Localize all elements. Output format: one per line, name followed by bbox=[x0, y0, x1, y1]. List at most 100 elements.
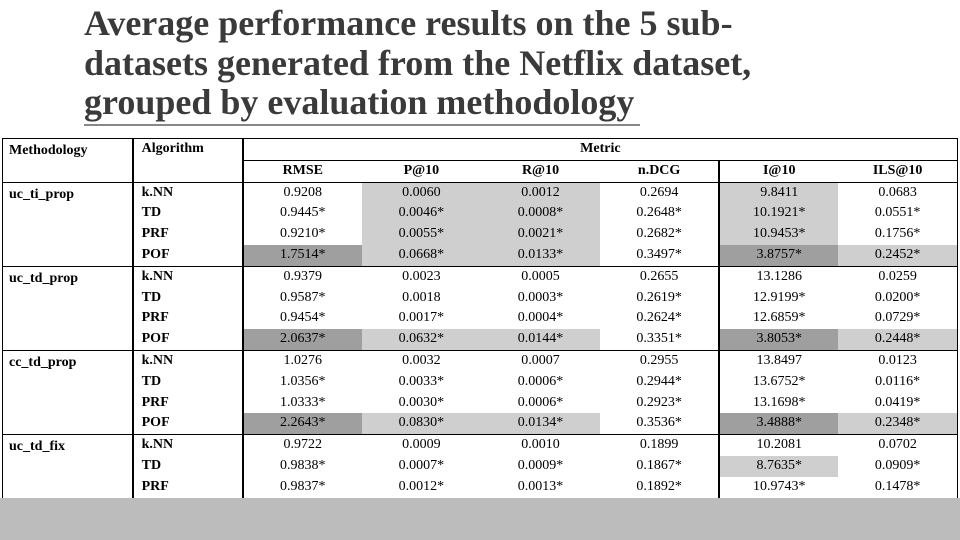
metric-cell: 0.3536* bbox=[600, 413, 719, 434]
metric-cell: 0.1867* bbox=[600, 456, 719, 477]
metric-cell: 10.9743* bbox=[719, 477, 838, 498]
metric-cell: 0.0055* bbox=[362, 224, 481, 245]
col-header-rmse: RMSE bbox=[243, 160, 362, 182]
algorithm-cell: PRF bbox=[133, 308, 243, 329]
table-header: Methodology Algorithm Metric RMSE P@10 R… bbox=[3, 139, 958, 183]
metric-cell: 10.9453* bbox=[719, 224, 838, 245]
table-row: uc_ti_propk.NN0.92080.00600.00120.26949.… bbox=[3, 182, 958, 203]
algorithm-cell: TD bbox=[133, 203, 243, 224]
metric-cell: 0.9445* bbox=[243, 203, 362, 224]
metric-cell: 0.0683 bbox=[838, 182, 957, 203]
metric-cell: 0.9838* bbox=[243, 456, 362, 477]
slide-title: Average performance results on the 5 sub… bbox=[84, 4, 884, 126]
metric-cell: 1.0356* bbox=[243, 372, 362, 393]
table-row: TD0.9445*0.0046*0.0008*0.2648*10.1921*0.… bbox=[3, 203, 958, 224]
col-header-metric-super: Metric bbox=[243, 139, 958, 161]
metric-cell: 0.2944* bbox=[600, 372, 719, 393]
metric-cell: 0.0702 bbox=[838, 435, 957, 456]
metric-cell: 1.0333* bbox=[243, 393, 362, 414]
metric-cell: 0.0006* bbox=[481, 393, 600, 414]
metric-cell: 0.0003* bbox=[481, 288, 600, 309]
metric-cell: 13.8497 bbox=[719, 350, 838, 371]
metric-cell: 12.9199* bbox=[719, 288, 838, 309]
metric-cell: 0.2923* bbox=[600, 393, 719, 414]
metric-cell: 8.7635* bbox=[719, 456, 838, 477]
metric-cell: 0.0116* bbox=[838, 372, 957, 393]
metric-cell: 0.0018 bbox=[362, 288, 481, 309]
metric-cell: 0.0032 bbox=[362, 350, 481, 371]
title-line-3: grouped by evaluation methodology bbox=[84, 83, 640, 126]
metric-cell: 0.2348* bbox=[838, 413, 957, 434]
metric-cell: 0.9587* bbox=[243, 288, 362, 309]
metric-cell: 0.0123 bbox=[838, 350, 957, 371]
metric-cell: 0.0030* bbox=[362, 393, 481, 414]
metric-cell: 0.2955 bbox=[600, 350, 719, 371]
metric-cell: 0.0017* bbox=[362, 308, 481, 329]
table-row: cc_td_propk.NN1.02760.00320.00070.295513… bbox=[3, 350, 958, 371]
metric-cell: 0.3497* bbox=[600, 245, 719, 266]
col-header-methodology: Methodology bbox=[3, 139, 133, 183]
algorithm-cell: k.NN bbox=[133, 435, 243, 456]
metric-cell: 0.0009 bbox=[362, 435, 481, 456]
slide: Average performance results on the 5 sub… bbox=[0, 0, 960, 540]
table-row: TD0.9587*0.00180.0003*0.2619*12.9199*0.0… bbox=[3, 288, 958, 309]
metric-cell: 0.0008* bbox=[481, 203, 600, 224]
metric-cell: 10.1921* bbox=[719, 203, 838, 224]
footer-bar bbox=[0, 498, 960, 540]
table-row: PRF1.0333*0.0030*0.0006*0.2923*13.1698*0… bbox=[3, 393, 958, 414]
metric-cell: 0.0006* bbox=[481, 372, 600, 393]
metric-cell: 0.1899 bbox=[600, 435, 719, 456]
metric-cell: 0.9208 bbox=[243, 182, 362, 203]
table-row: TD0.9838*0.0007*0.0009*0.1867*8.7635*0.0… bbox=[3, 456, 958, 477]
metric-cell: 0.0033* bbox=[362, 372, 481, 393]
results-table-container: Methodology Algorithm Metric RMSE P@10 R… bbox=[2, 138, 958, 519]
metric-cell: 0.0012 bbox=[481, 182, 600, 203]
metric-cell: 0.2648* bbox=[600, 203, 719, 224]
metric-cell: 3.4888* bbox=[719, 413, 838, 434]
methodology-cell: uc_td_prop bbox=[3, 266, 133, 350]
col-header-r10: R@10 bbox=[481, 160, 600, 182]
metric-cell: 13.6752* bbox=[719, 372, 838, 393]
metric-cell: 0.2448* bbox=[838, 329, 957, 350]
metric-cell: 0.0632* bbox=[362, 329, 481, 350]
metric-cell: 0.0419* bbox=[838, 393, 957, 414]
table-row: uc_td_fixk.NN0.97220.00090.00100.189910.… bbox=[3, 435, 958, 456]
algorithm-cell: TD bbox=[133, 456, 243, 477]
metric-cell: 10.2081 bbox=[719, 435, 838, 456]
metric-cell: 2.0637* bbox=[243, 329, 362, 350]
metric-cell: 0.0005 bbox=[481, 266, 600, 287]
table-row: PRF0.9454*0.0017*0.0004*0.2624*12.6859*0… bbox=[3, 308, 958, 329]
table-row: POF2.0637*0.0632*0.0144*0.3351*3.8053*0.… bbox=[3, 329, 958, 350]
table-row: PRF0.9210*0.0055*0.0021*0.2682*10.9453*0… bbox=[3, 224, 958, 245]
metric-cell: 0.0668* bbox=[362, 245, 481, 266]
methodology-cell: uc_ti_prop bbox=[3, 182, 133, 266]
metric-cell: 0.1756* bbox=[838, 224, 957, 245]
metric-cell: 0.3351* bbox=[600, 329, 719, 350]
metric-cell: 0.0909* bbox=[838, 456, 957, 477]
results-table: Methodology Algorithm Metric RMSE P@10 R… bbox=[2, 138, 958, 519]
title-line-2: datasets generated from the Netflix data… bbox=[84, 44, 884, 83]
metric-cell: 0.0021* bbox=[481, 224, 600, 245]
metric-cell: 0.0023 bbox=[362, 266, 481, 287]
metric-cell: 0.2655 bbox=[600, 266, 719, 287]
col-header-algorithm: Algorithm bbox=[133, 139, 243, 183]
metric-cell: 0.9454* bbox=[243, 308, 362, 329]
metric-cell: 0.2682* bbox=[600, 224, 719, 245]
algorithm-cell: POF bbox=[133, 245, 243, 266]
metric-cell: 0.0060 bbox=[362, 182, 481, 203]
col-header-ndcg: n.DCG bbox=[600, 160, 719, 182]
algorithm-cell: POF bbox=[133, 413, 243, 434]
algorithm-cell: PRF bbox=[133, 393, 243, 414]
metric-cell: 0.9837* bbox=[243, 477, 362, 498]
metric-cell: 0.0007* bbox=[362, 456, 481, 477]
table-row: POF1.7514*0.0668*0.0133*0.3497*3.8757*0.… bbox=[3, 245, 958, 266]
metric-cell: 0.9722 bbox=[243, 435, 362, 456]
metric-cell: 0.0133* bbox=[481, 245, 600, 266]
metric-cell: 0.0012* bbox=[362, 477, 481, 498]
metric-cell: 0.1892* bbox=[600, 477, 719, 498]
metric-cell: 9.8411 bbox=[719, 182, 838, 203]
algorithm-cell: TD bbox=[133, 372, 243, 393]
algorithm-cell: POF bbox=[133, 329, 243, 350]
metric-cell: 0.0010 bbox=[481, 435, 600, 456]
metric-cell: 0.0551* bbox=[838, 203, 957, 224]
